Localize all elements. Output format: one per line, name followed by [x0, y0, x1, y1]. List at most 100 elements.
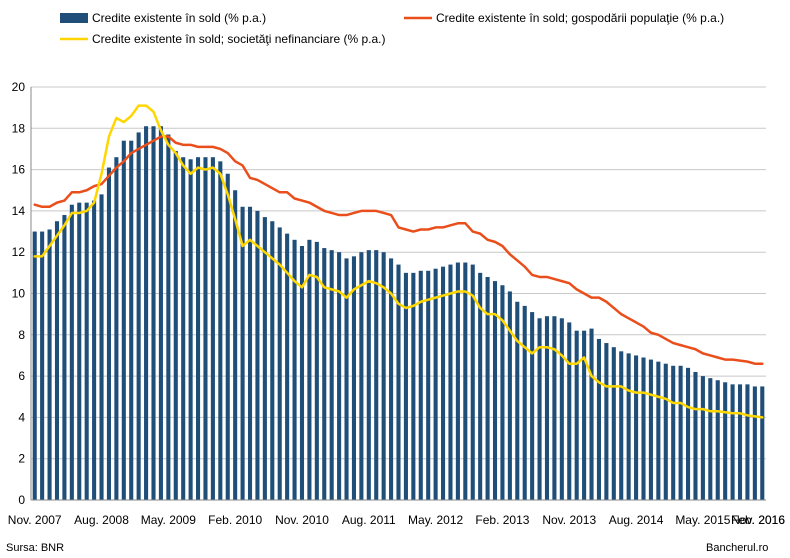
bar: [322, 248, 327, 500]
bar: [448, 264, 453, 500]
bar: [552, 316, 557, 500]
y-tick-label: 16: [12, 163, 26, 177]
bar: [69, 204, 74, 500]
bar: [196, 157, 201, 500]
y-tick-label: 20: [12, 80, 26, 94]
bar: [686, 367, 691, 500]
bar: [745, 384, 750, 500]
legend-swatch-bar: [60, 13, 88, 23]
bar: [441, 266, 446, 500]
bar: [544, 316, 550, 500]
bar: [351, 256, 356, 500]
bar: [641, 357, 646, 500]
bar: [492, 281, 498, 500]
bar: [292, 239, 297, 500]
x-tick-label: Feb. 2013: [475, 513, 529, 527]
x-tick-label: May. 2009: [141, 513, 196, 527]
bar: [559, 318, 564, 500]
bar: [40, 231, 45, 501]
x-tick-label: Feb. 2016: [731, 513, 785, 527]
x-tick-label: Nov. 2013: [542, 513, 596, 527]
x-tick-label: Nov. 2010: [275, 513, 329, 527]
y-tick-label: 0: [18, 493, 25, 507]
bar: [121, 140, 126, 500]
bar: [596, 338, 601, 500]
bar: [470, 264, 475, 500]
y-tick-label: 4: [18, 410, 25, 424]
bar: [433, 268, 438, 500]
legend-label: Credite existente în sold (% p.a.): [92, 11, 266, 25]
x-tick-label: Feb. 2010: [208, 513, 262, 527]
bar: [619, 351, 624, 500]
bar: [344, 258, 349, 500]
bar: [359, 252, 364, 500]
bar: [574, 330, 579, 500]
bar: [604, 343, 609, 500]
x-tick-label: May. 2015: [675, 513, 730, 527]
bar: [515, 301, 520, 500]
bar: [411, 272, 416, 500]
line-series: [33, 104, 764, 419]
x-tick-label: Aug. 2011: [342, 513, 396, 527]
y-tick-labels: 0 2 4 6 8 10 12 14 16 18 20: [12, 80, 26, 507]
bar: [240, 206, 245, 500]
bar: [337, 252, 342, 500]
x-tick-label: Nov. 2016: [731, 513, 785, 527]
bar: [500, 285, 505, 500]
bar: [285, 233, 290, 501]
bar: [366, 250, 371, 500]
bar: [277, 227, 282, 501]
bar: [611, 347, 616, 500]
bar: [700, 376, 705, 500]
bar: [92, 200, 97, 500]
y-tick-label: 10: [12, 287, 26, 301]
bar: [144, 126, 149, 501]
bar: [478, 272, 483, 500]
bar: [381, 252, 386, 500]
bar: [374, 250, 379, 500]
bar: [760, 386, 765, 500]
non-financial-companies-line: [33, 104, 764, 419]
bar: [648, 359, 653, 500]
bar: [136, 132, 141, 500]
bar: [314, 241, 319, 500]
bar: [299, 246, 305, 500]
bar: [114, 157, 119, 500]
legend-label: Credite existente în sold; gospodării po…: [436, 11, 724, 25]
bar: [730, 384, 735, 500]
bar: [47, 229, 52, 501]
bar: [530, 312, 535, 500]
y-tick-label: 2: [18, 452, 25, 466]
bar: [329, 250, 334, 500]
bar: [225, 173, 230, 501]
y-tick-label: 12: [12, 245, 26, 259]
bar: [522, 305, 527, 500]
bar: [84, 202, 89, 500]
legend: Credite existente în sold (% p.a.) Credit…: [60, 11, 724, 46]
bar: [218, 161, 223, 500]
x-tick-labels: Nov. 2007 Aug. 2008 May. 2009 Feb. 2010 Nov.…: [8, 513, 786, 527]
bar: [723, 382, 728, 500]
bar: [151, 126, 156, 501]
bar: [507, 291, 512, 500]
bar: [106, 167, 111, 500]
bar: [54, 221, 60, 500]
bar: [455, 262, 460, 500]
bar: [166, 134, 171, 500]
bar: [671, 365, 676, 500]
bar: [708, 378, 713, 500]
y-tick-label: 6: [18, 369, 25, 383]
bar: [62, 215, 67, 500]
bar: [173, 151, 178, 500]
x-tick-label: May. 2012: [408, 513, 463, 527]
bar: [99, 194, 104, 500]
bar: [203, 157, 208, 500]
bar: [247, 206, 253, 500]
bar: [589, 328, 594, 500]
y-tick-label: 14: [12, 204, 26, 218]
households-line: [33, 135, 764, 365]
bar: [188, 159, 193, 500]
bar-series: [32, 126, 765, 501]
bar: [418, 270, 423, 500]
